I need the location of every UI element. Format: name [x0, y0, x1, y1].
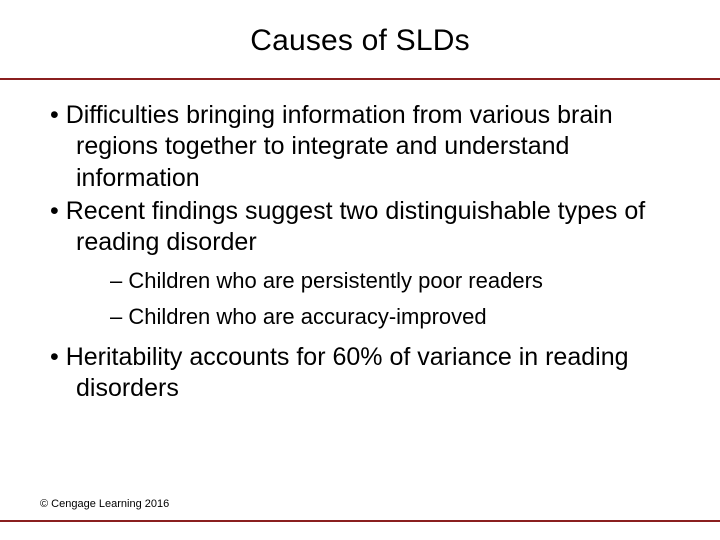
slide-title: Causes of SLDs [40, 24, 680, 58]
sub-bullet-item: Children who are accuracy-improved [110, 302, 680, 332]
bullet-item: Recent findings suggest two distinguisha… [50, 196, 680, 332]
slide: Causes of SLDs Difficulties bringing inf… [0, 0, 720, 540]
bullet-list: Difficulties bringing information from v… [40, 100, 680, 404]
bullet-text: Recent findings suggest two distinguisha… [66, 197, 646, 256]
title-divider [0, 78, 720, 80]
copyright-text: © Cengage Learning 2016 [40, 498, 169, 510]
sub-bullet-item: Children who are persistently poor reade… [110, 266, 680, 296]
bottom-divider [0, 520, 720, 522]
bullet-item: Difficulties bringing information from v… [50, 100, 680, 194]
sub-bullet-list: Children who are persistently poor reade… [76, 266, 680, 331]
bullet-item: Heritability accounts for 60% of varianc… [50, 342, 680, 405]
